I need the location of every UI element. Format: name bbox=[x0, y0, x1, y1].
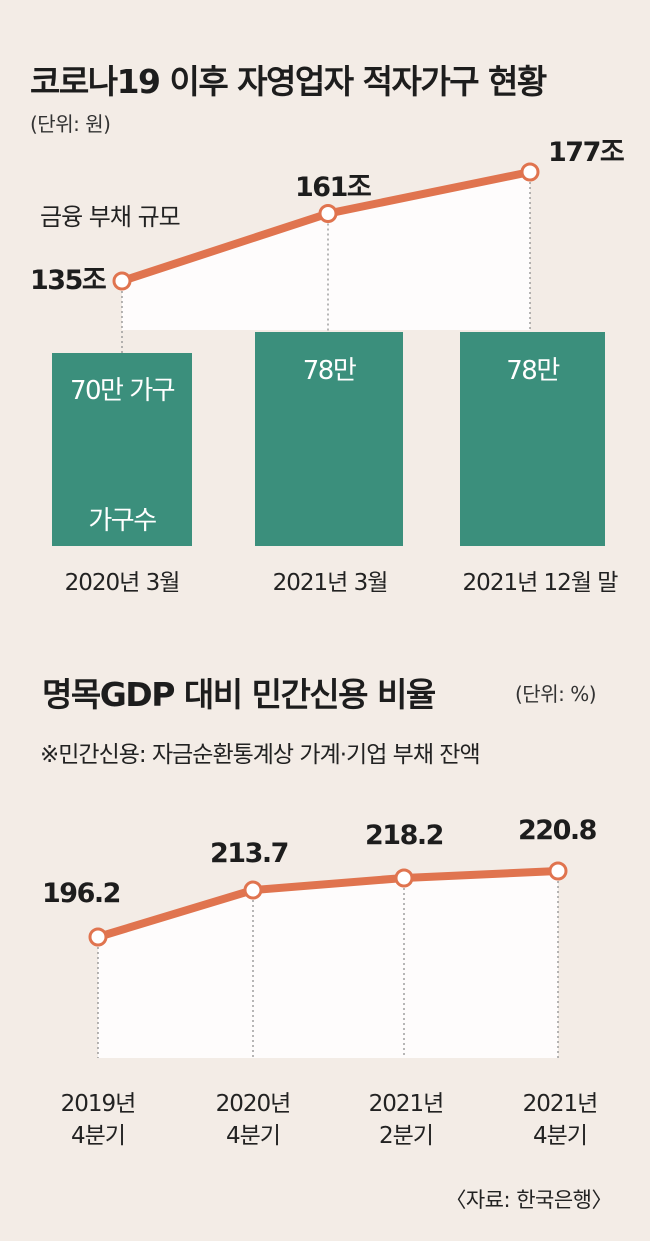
chart2-category-4: 2021년 4분기 bbox=[500, 1088, 620, 1152]
chart1-area bbox=[122, 172, 530, 330]
chart2-series-line bbox=[94, 867, 562, 941]
chart2-value-1: 196.2 bbox=[42, 878, 121, 909]
bar-label-3: 78만 bbox=[506, 356, 560, 386]
chart2-category-1-quarter: 4분기 bbox=[71, 1123, 126, 1149]
chart2-point-1 bbox=[88, 927, 108, 947]
chart2-category-4-quarter: 4분기 bbox=[533, 1123, 588, 1149]
bar-legend-households: 가구수 bbox=[88, 506, 157, 536]
chart2-value-2: 213.7 bbox=[210, 838, 289, 869]
chart2-category-1: 2019년 4분기 bbox=[38, 1088, 158, 1152]
chart1-unit: (단위: 원) bbox=[30, 112, 111, 136]
chart2-category-2-quarter: 4분기 bbox=[226, 1123, 281, 1149]
chart2-point-2 bbox=[243, 880, 263, 900]
chart2-category-3-year: 2021년 bbox=[368, 1091, 445, 1117]
bar-household-1 bbox=[52, 353, 192, 546]
chart2-area bbox=[98, 871, 558, 1058]
chart2-unit: (단위: %) bbox=[515, 682, 597, 706]
chart1-point-1 bbox=[112, 271, 132, 291]
chart1-category-1: 2020년 3월 bbox=[64, 570, 181, 596]
chart2-category-1-year: 2019년 bbox=[60, 1091, 137, 1117]
chart2-value-3: 218.2 bbox=[365, 820, 444, 851]
chart2-note: ※민간신용: 자금순환통계상 가계·기업 부채 잔액 bbox=[40, 742, 481, 768]
chart1-value-2: 161조 bbox=[295, 172, 372, 203]
chart2-category-2: 2020년 4분기 bbox=[193, 1088, 313, 1152]
chart2-category-2-year: 2020년 bbox=[215, 1091, 292, 1117]
chart2-title: 명목GDP 대비 민간신용 비율 bbox=[42, 675, 436, 714]
chart1-category-2: 2021년 3월 bbox=[272, 570, 389, 596]
chart1-title: 코로나19 이후 자영업자 적자가구 현황 bbox=[30, 62, 547, 101]
chart2-category-3-quarter: 2분기 bbox=[379, 1123, 434, 1149]
bar-label-2: 78만 bbox=[302, 356, 357, 386]
bar-label-1: 70만 가구 bbox=[69, 376, 176, 406]
chart2-point-3 bbox=[394, 868, 414, 888]
chart2-category-4-year: 2021년 bbox=[522, 1091, 599, 1117]
chart1-point-3 bbox=[520, 162, 540, 182]
bar-household-3 bbox=[460, 332, 605, 546]
bar-household-2 bbox=[255, 332, 403, 546]
chart1-line-legend: 금융 부채 규모 bbox=[40, 203, 181, 231]
chart1-point-2 bbox=[318, 204, 338, 224]
chart1-value-1: 135조 bbox=[30, 265, 107, 296]
chart2-category-3: 2021년 2분기 bbox=[346, 1088, 466, 1152]
chart1-category-3: 2021년 12월 말 bbox=[462, 570, 619, 596]
chart2-point-4 bbox=[548, 861, 568, 881]
source-credit: 〈자료: 한국은행〉 bbox=[445, 1188, 612, 1212]
chart1-value-3: 177조 bbox=[548, 137, 625, 168]
chart2-value-4: 220.8 bbox=[518, 815, 597, 846]
